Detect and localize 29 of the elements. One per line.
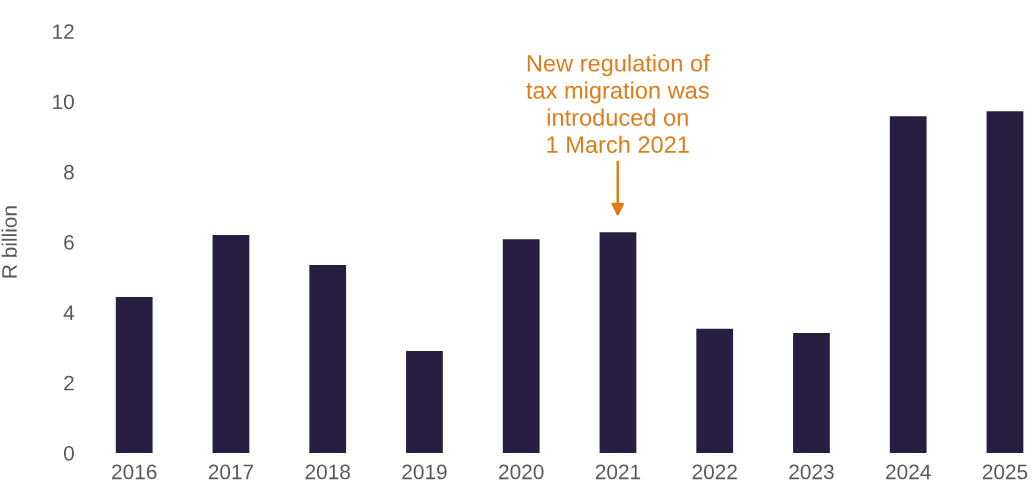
y-tick-label: 6: [64, 235, 74, 250]
y-axis-title: R billion: [1, 206, 17, 278]
x-tick-label: 2023: [789, 464, 834, 480]
y-tick-label: 2: [64, 375, 74, 391]
y-tick-label: 4: [63, 305, 75, 320]
bar: [696, 328, 734, 453]
bar: [406, 351, 443, 453]
y-tick-label: 12: [53, 24, 74, 39]
bar: [309, 264, 347, 453]
x-tick-label: 2016: [112, 464, 157, 480]
annotation: New regulation of tax migration was introduced on 1 March 2021: [526, 54, 710, 154]
x-tick-label: 2022: [692, 464, 737, 480]
bar: [115, 296, 153, 453]
x-tick-label: 2025: [982, 464, 1028, 480]
x-tick-label: 2017: [208, 464, 254, 480]
x-tick-label: 2020: [499, 464, 544, 480]
y-tick-label: 8: [64, 164, 74, 180]
y-tick-label: 10: [53, 94, 74, 110]
bar: [793, 333, 830, 453]
bar: [889, 116, 927, 453]
bar: [212, 235, 250, 453]
x-tick-label: 2018: [305, 464, 350, 480]
bar: [502, 239, 540, 453]
x-tick-label: 2019: [402, 464, 447, 480]
bar: [986, 111, 1024, 453]
y-tick-label: 0: [63, 445, 74, 461]
bar: [599, 232, 637, 453]
x-tick-label: 2024: [886, 464, 931, 480]
x-tick-label: 2021: [595, 464, 641, 480]
